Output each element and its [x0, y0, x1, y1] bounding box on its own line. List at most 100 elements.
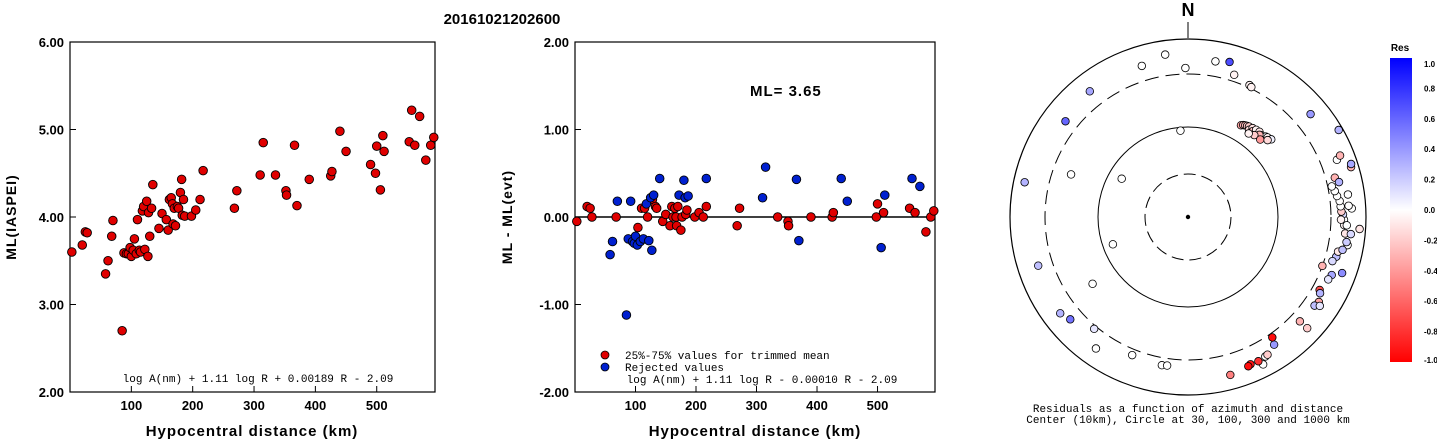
data-point	[198, 165, 208, 176]
station-point	[1247, 82, 1256, 92]
polar-caption-line2: Center (10km), Circle at 30, 100, 300 an…	[1026, 415, 1350, 427]
colorbar-title: Res	[1391, 43, 1410, 54]
data-point	[642, 212, 653, 222]
colorbar-tick-label: 0.6	[1424, 115, 1436, 124]
station-point	[1338, 245, 1347, 255]
station-point	[1066, 315, 1075, 324]
data-point	[144, 231, 155, 241]
data-point	[148, 179, 158, 190]
data-point	[365, 159, 376, 170]
x-tick-label: 100	[625, 398, 647, 413]
data-point	[683, 191, 693, 201]
data-point	[612, 196, 623, 206]
x-ticks: 100 200 300 400 500	[120, 386, 388, 413]
data-point	[327, 166, 337, 177]
colorbar-ticks: 1.0 0.8 0.6 0.4 0.2 0.0 -0.2 -0.4 -0.6 -0.8 -1.0	[1424, 60, 1437, 365]
data-point	[648, 190, 659, 200]
station-point	[1342, 237, 1351, 247]
data-point	[370, 168, 381, 178]
x-axis-label: Hypocentral distance (km)	[146, 423, 359, 440]
x-tick-label: 200	[685, 398, 707, 413]
data-point	[621, 310, 632, 320]
station-point	[1334, 125, 1343, 135]
x-tick-label: 400	[806, 398, 828, 413]
data-point	[907, 173, 917, 184]
data-point	[143, 251, 153, 262]
formula-annotation: log A(nm) + 1.11 log R - 0.00010 R - 2.0…	[627, 375, 898, 387]
x-tick-label: 400	[305, 398, 327, 413]
data-point	[229, 203, 240, 213]
epicenter-marker	[1185, 214, 1191, 220]
ring-1000km	[1009, 38, 1367, 396]
data-point	[289, 140, 300, 150]
data-point	[701, 173, 712, 184]
data-point	[836, 173, 846, 184]
chart-ml-residual: 2.00 1.00 0.00 -1.00 -2.00 100 200 300 400 500 M…	[499, 35, 939, 440]
data-point	[178, 194, 189, 205]
data-point	[292, 200, 302, 211]
data-point	[341, 146, 351, 157]
station-point	[1127, 350, 1137, 360]
data-point	[611, 212, 621, 222]
data-point	[929, 206, 939, 216]
y-tick-label: 2.00	[544, 35, 569, 50]
ring-30km	[1144, 173, 1232, 261]
data-point	[783, 220, 794, 231]
figure-title: 20161021202600	[444, 11, 561, 28]
data-point	[794, 235, 804, 246]
station-point	[1089, 324, 1099, 334]
x-tick-label: 500	[366, 398, 388, 413]
station-point	[1343, 190, 1353, 199]
y-ticks: 2.00 1.00 0.00 -1.00 -2.00	[539, 35, 581, 400]
station-point	[1085, 87, 1095, 96]
data-point	[880, 190, 890, 200]
data-point	[421, 155, 431, 165]
data-point	[876, 242, 886, 253]
legend-marker-trimmed	[600, 350, 610, 360]
data-point	[335, 126, 345, 136]
y-tick-label: 1.00	[544, 123, 569, 138]
data-point	[410, 140, 420, 150]
station-point	[1335, 151, 1345, 160]
y-ticks: 6.00 5.00 4.00 3.00 2.00	[39, 35, 76, 400]
colorbar-tick-label: -0.2	[1424, 236, 1437, 245]
data-point	[258, 137, 268, 148]
station-point	[1256, 135, 1265, 144]
station-point	[1303, 323, 1312, 333]
residual-colorbar: Res 1.0 0.8 0.6 0.4 0.2 0.0 -0.2 -0.4 -0.6 -0.8 -1…	[1390, 43, 1437, 365]
station-point	[1117, 174, 1126, 183]
chart-ml-iaspei: 6.00 5.00 4.00 3.00 2.00 100 200 300 400 500 log…	[3, 35, 439, 440]
colorbar-tick-label: -0.6	[1424, 297, 1437, 306]
station-point	[1295, 317, 1305, 326]
station-point	[1020, 178, 1029, 187]
station-point	[1268, 333, 1277, 342]
data-point	[572, 216, 582, 227]
y-tick-label: 3.00	[39, 298, 64, 313]
data-point	[406, 105, 417, 115]
station-point	[1176, 126, 1185, 135]
colorbar-tick-label: 1.0	[1424, 60, 1436, 69]
ring-100km	[1097, 126, 1279, 308]
station-point	[1263, 350, 1272, 359]
data-point	[872, 199, 883, 209]
data-point	[673, 201, 683, 212]
data-point	[791, 174, 802, 185]
data-point	[654, 173, 665, 184]
data-point	[915, 181, 925, 192]
data-point	[842, 196, 853, 206]
station-point	[1162, 361, 1172, 370]
station-point	[1306, 109, 1315, 119]
data-point	[607, 236, 618, 247]
data-point	[871, 212, 882, 222]
station-point	[1137, 61, 1147, 71]
station-point	[1160, 50, 1170, 59]
data-point	[176, 174, 187, 185]
data-point	[379, 146, 389, 157]
data-point	[82, 227, 92, 238]
data-point	[414, 111, 425, 122]
data-point	[625, 196, 636, 206]
data-point	[191, 205, 201, 215]
data-point	[605, 249, 615, 260]
data-point	[878, 207, 889, 218]
x-tick-label: 300	[746, 398, 768, 413]
